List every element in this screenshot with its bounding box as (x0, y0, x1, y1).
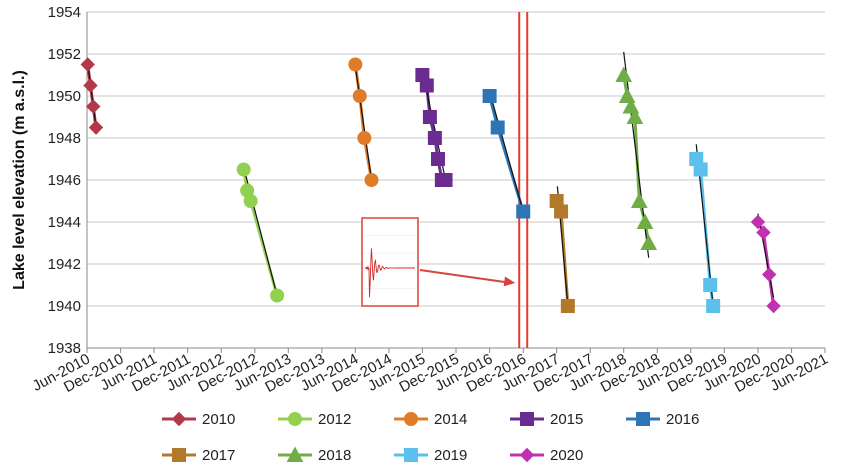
event-marker (518, 12, 529, 348)
data-point-square (490, 120, 505, 135)
data-point-circle (288, 412, 302, 426)
data-point-square (703, 278, 718, 292)
data-point-diamond (761, 267, 777, 282)
trend-line (354, 66, 373, 181)
data-point-circle (352, 89, 367, 103)
data-point-diamond (171, 411, 187, 427)
data-point-triangle (615, 66, 633, 82)
series-2010 (80, 57, 104, 135)
grid-lines (87, 11, 825, 349)
data-point-diamond (80, 57, 95, 72)
data-point-diamond (86, 99, 101, 114)
data-point-diamond (88, 120, 104, 135)
y-tick-label: 1944 (48, 214, 81, 231)
data-point-square (636, 412, 650, 426)
series-2018 (615, 51, 658, 258)
data-point-diamond (756, 225, 771, 240)
data-point-square (431, 152, 445, 166)
data-point-circle (364, 173, 379, 187)
seismogram-inset (361, 217, 516, 307)
legend-label: 2019 (434, 447, 467, 464)
legend-item-2016: 2016 (626, 411, 699, 428)
data-point-diamond (519, 447, 535, 463)
arrow-head-icon (503, 276, 516, 287)
data-point-square (560, 299, 575, 313)
legend-item-2012: 2012 (278, 411, 351, 428)
legend-item-2014: 2014 (394, 411, 467, 428)
data-point-square (422, 110, 437, 124)
y-tick-label: 1954 (48, 4, 81, 21)
series-2017 (549, 186, 575, 313)
data-point-square (419, 78, 434, 93)
y-tick-label: 1940 (48, 298, 81, 315)
series-2014 (348, 57, 379, 187)
series-2015 (415, 68, 453, 187)
trend-line (489, 91, 524, 212)
data-point-square (404, 448, 418, 462)
data-point-diamond (750, 214, 766, 230)
trend-line (757, 213, 775, 298)
legend-label: 2014 (434, 411, 467, 428)
y-tick-label: 1948 (48, 130, 81, 147)
series-2016 (482, 89, 531, 219)
data-point-triangle (636, 213, 654, 229)
legend-label: 2020 (550, 447, 583, 464)
y-tick-label: 1942 (48, 256, 81, 273)
y-tick-label: 1946 (48, 172, 81, 189)
data-point-circle (404, 412, 418, 426)
data-point-square (172, 448, 186, 462)
data-point-triangle (630, 192, 648, 208)
legend-item-2017: 2017 (162, 447, 235, 464)
data-point-circle (270, 288, 285, 303)
data-point-square (706, 299, 721, 313)
series-2020 (750, 213, 781, 314)
legend-label: 2010 (202, 411, 235, 428)
legend-item-2018: 2018 (278, 446, 351, 464)
data-point-triangle (286, 446, 304, 462)
y-tick-label: 1938 (48, 340, 81, 357)
data-point-diamond (83, 78, 98, 93)
inset-arrow (419, 269, 508, 284)
data-point-circle (357, 131, 372, 145)
data-point-square (438, 173, 453, 187)
axes: 193819401942194419461948195019521954Jun-… (30, 4, 831, 396)
data-point-circle (236, 162, 251, 177)
legend-item-2020: 2020 (510, 447, 583, 464)
legend-label: 2016 (666, 411, 699, 428)
data-point-triangle (626, 108, 644, 124)
series-2012 (236, 162, 285, 303)
data-point-square (554, 204, 569, 219)
legend-label: 2012 (318, 411, 351, 428)
legend-label: 2017 (202, 447, 235, 464)
seismogram-trace (364, 248, 415, 298)
legend-item-2015: 2015 (510, 411, 583, 428)
legend: 2010 2012 2014 2015 2016 2017 2018 2019 2020 (162, 411, 699, 464)
data-point-circle (348, 57, 363, 72)
legend-label: 2015 (550, 411, 583, 428)
legend-item-2019: 2019 (394, 447, 467, 464)
y-tick-label: 1952 (48, 46, 81, 63)
data-point-diamond (766, 298, 781, 314)
y-tick-label: 1950 (48, 88, 81, 105)
data-point-square (482, 89, 497, 103)
inset-frame (361, 217, 419, 307)
data-point-square (427, 131, 442, 145)
data-point-square (516, 204, 531, 219)
series-2019 (689, 144, 721, 313)
data-point-triangle (640, 234, 658, 250)
legend-label: 2018 (318, 447, 351, 464)
y-axis-title: Lake level elevation (m a.s.l.) (11, 70, 28, 290)
data-point-square (520, 412, 534, 426)
legend-item-2010: 2010 (162, 411, 235, 428)
series-layer (80, 51, 781, 314)
data-point-circle (243, 194, 258, 208)
data-point-square (693, 162, 708, 177)
